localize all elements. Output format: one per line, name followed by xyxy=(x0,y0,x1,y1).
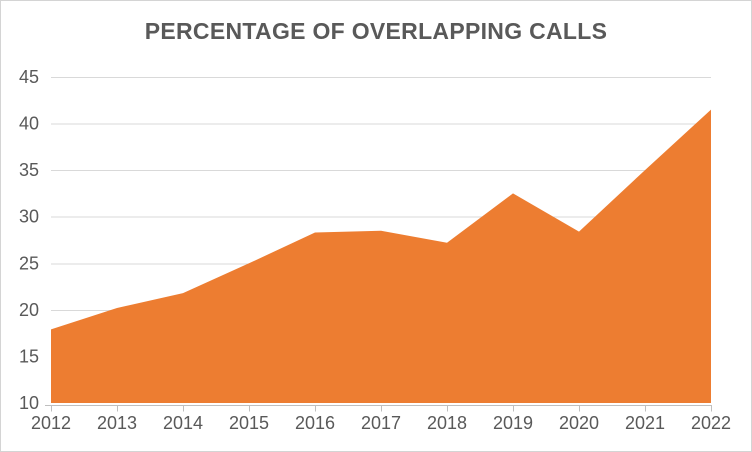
x-axis-label: 2022 xyxy=(691,413,731,433)
y-axis-label: 20 xyxy=(19,300,39,320)
y-axis-label: 45 xyxy=(19,67,39,87)
y-axis-label: 35 xyxy=(19,160,39,180)
y-axis-label: 30 xyxy=(19,207,39,227)
y-axis-label: 15 xyxy=(19,346,39,366)
y-axis-label: 10 xyxy=(19,393,39,413)
y-axis-label: 40 xyxy=(19,114,39,134)
x-axis-label: 2015 xyxy=(229,413,269,433)
area-series xyxy=(51,109,711,403)
x-axis-label: 2012 xyxy=(31,413,71,433)
x-axis-label: 2021 xyxy=(625,413,665,433)
x-axis-label: 2013 xyxy=(97,413,137,433)
x-axis-label: 2014 xyxy=(163,413,203,433)
x-axis-label: 2017 xyxy=(361,413,401,433)
x-axis-label: 2019 xyxy=(493,413,533,433)
y-axis-label: 25 xyxy=(19,253,39,273)
x-axis-label: 2018 xyxy=(427,413,467,433)
chart-title: PERCENTAGE OF OVERLAPPING CALLS xyxy=(144,18,608,44)
x-axis-label: 2020 xyxy=(559,413,599,433)
x-axis-label: 2016 xyxy=(295,413,335,433)
